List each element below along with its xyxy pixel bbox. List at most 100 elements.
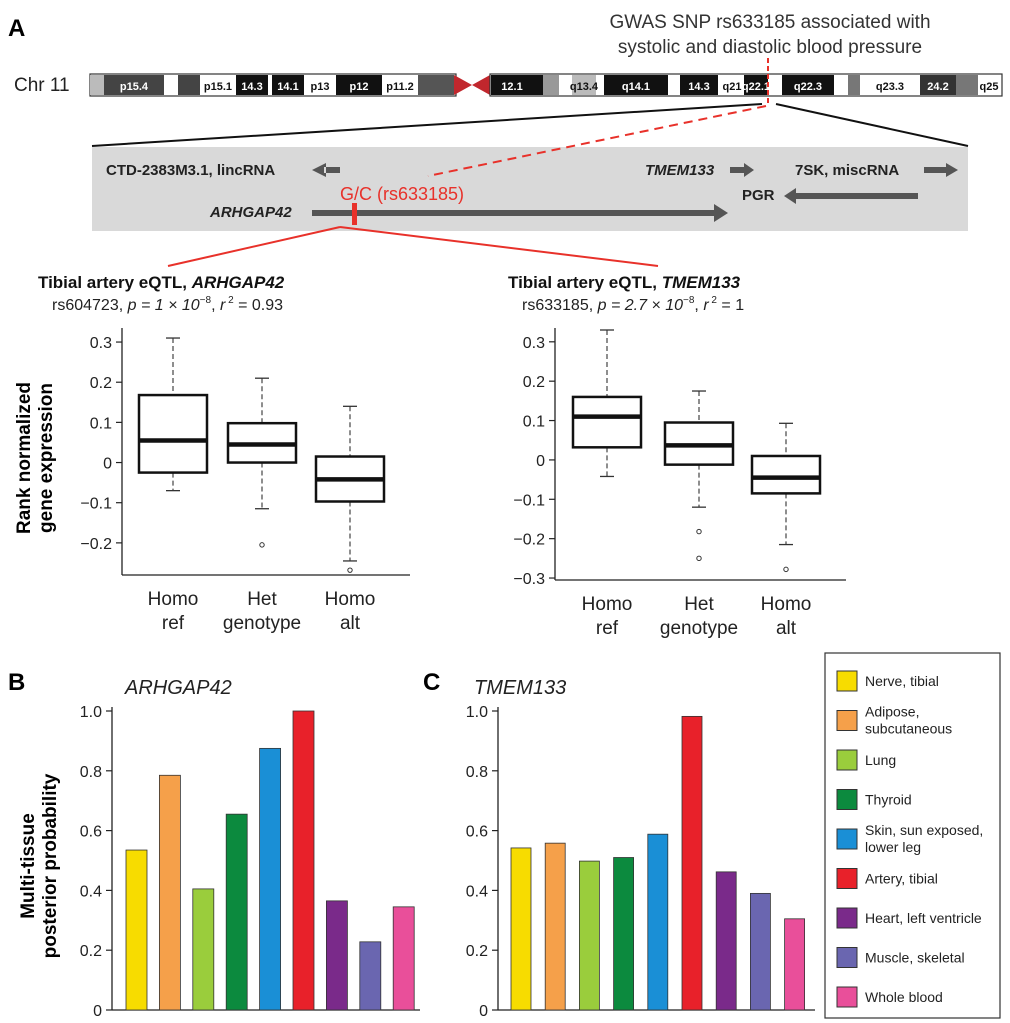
- legend-swatch: [836, 828, 858, 850]
- bar-c-title: TMEM133: [474, 677, 566, 699]
- bar: [292, 710, 315, 1011]
- y-tick-label: 1.0: [80, 704, 102, 721]
- bar: [225, 813, 248, 1011]
- bar: [750, 892, 771, 1011]
- chrom-band-label: p12: [350, 81, 369, 93]
- lincrna-label: CTD-2383M3.1, lincRNA: [106, 162, 275, 179]
- eqtl-left-p-exp: −8: [200, 295, 212, 306]
- x-category-label: Homo: [761, 594, 812, 615]
- legend-swatch: [836, 947, 858, 968]
- legend-label: subcutaneous: [865, 721, 952, 737]
- chrom-band-label: q22.3: [794, 81, 822, 93]
- x-category-label: alt: [776, 618, 797, 639]
- pgr-arrow-icon: [784, 188, 918, 204]
- chrom-band-shade: [90, 75, 104, 95]
- centromere: [454, 75, 490, 95]
- chrom-band-label: p15.4: [120, 81, 149, 93]
- y-tick-label: 0.2: [466, 943, 488, 960]
- snp-to-eqtl-left-line: [167, 226, 341, 267]
- chrom-band-label: 14.3: [241, 81, 262, 93]
- bar: [359, 941, 382, 1011]
- tmem133-arrow-icon: [730, 163, 754, 177]
- chrom-band: [236, 75, 268, 95]
- tmem133-label: TMEM133: [645, 162, 715, 179]
- x-category-label: Homo: [148, 589, 199, 610]
- eqtl-right-p-exp: −8: [683, 295, 695, 306]
- chrom-band-label: q13.4: [570, 81, 599, 93]
- y-tick-label: 0.2: [523, 374, 545, 391]
- y-tick-label: 0.2: [90, 375, 112, 392]
- y-tick-label: −0.2: [80, 536, 112, 553]
- chrom-band: [336, 75, 382, 95]
- y-tick-label: 0.4: [466, 883, 488, 900]
- eqtl-right-title: Tibial artery eQTL, TMEM133: [508, 273, 741, 292]
- chrom-band-label: p11.2: [386, 81, 414, 93]
- legend-swatch: [836, 907, 858, 929]
- bar: [544, 842, 566, 1011]
- legend-label: Lung: [865, 752, 896, 768]
- y-tick-label: 0.1: [523, 414, 545, 431]
- y-tick-label: 0.6: [80, 824, 102, 841]
- eqtl-left-snp: rs604723: [52, 297, 119, 314]
- legend-swatch: [836, 868, 858, 889]
- boxplot-arhgap42: 0.3 0.2 0.1 0 −0.1 −0.2 Homo ref Het genotype Homo…: [80, 328, 410, 634]
- legend-swatch: [836, 670, 858, 692]
- y-tick-label: 0.3: [90, 335, 112, 352]
- chrom-band-label: p13: [311, 81, 330, 93]
- y-tick-label: −0.1: [513, 492, 545, 509]
- bar-y-axis-label-line1: Multi-tissue: [18, 813, 39, 919]
- y-tick-label: −0.3: [513, 571, 545, 588]
- eqtl-left-r: r: [220, 297, 226, 314]
- 7sk-label: 7SK, miscRNA: [795, 162, 899, 179]
- legend-swatch: [836, 749, 858, 771]
- y-tick-label: 0: [536, 453, 545, 470]
- bar: [158, 774, 181, 1011]
- x-category-label: ref: [162, 613, 185, 634]
- bar: [392, 906, 415, 1011]
- bar: [647, 833, 669, 1011]
- eqtl-right-r: r: [703, 297, 709, 314]
- chrom-band: [744, 75, 768, 95]
- eqtl-right-sep2: ,: [694, 297, 703, 314]
- bar: [192, 888, 215, 1011]
- chrom-band-label: q21: [723, 81, 742, 93]
- eqtl-left-p: p = 1 × 10: [127, 297, 200, 314]
- lincrna-arrow-icon: [312, 163, 340, 177]
- snp-allele-label: G/C (rs633185): [340, 184, 464, 204]
- y-tick-label: 0.2: [80, 943, 102, 960]
- tissue-legend: Nerve, tibial Adipose,subcutaneous Lung Thy…: [824, 652, 1001, 1019]
- y-tick-label: 0.1: [90, 415, 112, 432]
- bar: [325, 900, 348, 1011]
- bar: [259, 747, 282, 1011]
- x-category-label: alt: [340, 613, 361, 634]
- eqtl-left-stats: rs604723, p = 1 × 10−8, r 2 = 0.93: [52, 295, 283, 314]
- chrom-band: [543, 75, 559, 95]
- gwas-note-line1: GWAS SNP rs633185 associated with: [609, 12, 930, 33]
- zoom-line-left: [91, 103, 763, 147]
- outlier-point: [696, 555, 702, 562]
- outlier-point: [783, 566, 789, 573]
- x-category-label: ref: [596, 618, 619, 639]
- y-tick-label: −0.2: [513, 532, 545, 549]
- eqtl-left-sep2: ,: [211, 297, 220, 314]
- box-y-axis-label-line1: Rank normalized: [14, 382, 35, 534]
- chrom-band: [491, 75, 543, 95]
- legend-label: Muscle, skeletal: [865, 950, 965, 966]
- snp-position-marker: [352, 203, 357, 225]
- bar-b-title: ARHGAP42: [124, 677, 232, 699]
- chrom-band: [680, 75, 718, 95]
- bar-y-axis-label-line2: posterior probability: [40, 773, 61, 958]
- legend-label: Whole blood: [865, 989, 943, 1005]
- snp-dashed-connector: [427, 105, 767, 177]
- chrom-band-label: q14.1: [622, 81, 650, 93]
- bar: [715, 871, 737, 1011]
- chrom-band: [920, 75, 956, 95]
- y-tick-label: 1.0: [466, 704, 488, 721]
- bar: [613, 857, 634, 1011]
- y-tick-label: 0.6: [466, 824, 488, 841]
- bar: [784, 918, 805, 1011]
- eqtl-right-r-val: = 1: [717, 297, 744, 314]
- boxplot-tmem133: 0.3 0.2 0.1 0 −0.1 −0.2 −0.3 Homo ref Het genotype…: [513, 328, 846, 639]
- panel-label-b: B: [8, 669, 25, 696]
- arhgap42-arrow-icon: [312, 204, 728, 222]
